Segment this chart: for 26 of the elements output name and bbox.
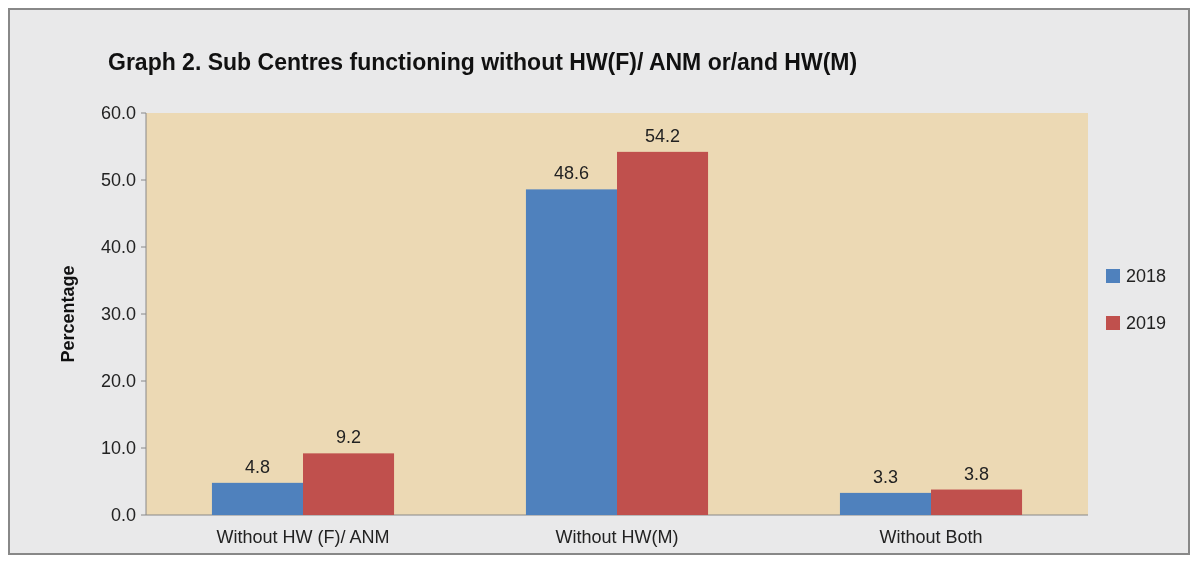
bar <box>931 489 1023 515</box>
x-tick-label: Without Both <box>879 527 983 547</box>
data-label: 54.2 <box>645 125 681 146</box>
y-tick-label: 30.0 <box>100 304 136 325</box>
y-tick-label: 20.0 <box>100 371 136 392</box>
bar <box>839 492 931 515</box>
legend-label: 2018 <box>1126 266 1167 287</box>
y-tick-label: 40.0 <box>100 237 136 258</box>
legend-label: 2019 <box>1126 313 1167 334</box>
y-tick-label: 10.0 <box>100 438 136 459</box>
data-label: 3.3 <box>872 466 898 487</box>
y-tick-label: 0.0 <box>110 505 136 526</box>
data-label: 48.6 <box>553 163 589 184</box>
x-tick-label: Without HW (F)/ ANM <box>216 527 390 547</box>
y-tick-label: 50.0 <box>100 170 136 191</box>
bar <box>617 151 709 515</box>
data-label: 9.2 <box>336 427 362 448</box>
bar <box>211 482 303 515</box>
x-tick-label: Without HW(M) <box>555 527 679 547</box>
y-tick-label: 60.0 <box>100 103 136 124</box>
data-label: 3.8 <box>964 463 990 484</box>
bar <box>303 453 395 515</box>
y-axis-title: Percentage <box>58 265 78 363</box>
chart-title: Graph 2. Sub Centres functioning without HW(F)/ ANM or/and HW(M) <box>108 49 858 75</box>
data-label: 4.8 <box>244 456 270 477</box>
bar <box>525 189 617 515</box>
